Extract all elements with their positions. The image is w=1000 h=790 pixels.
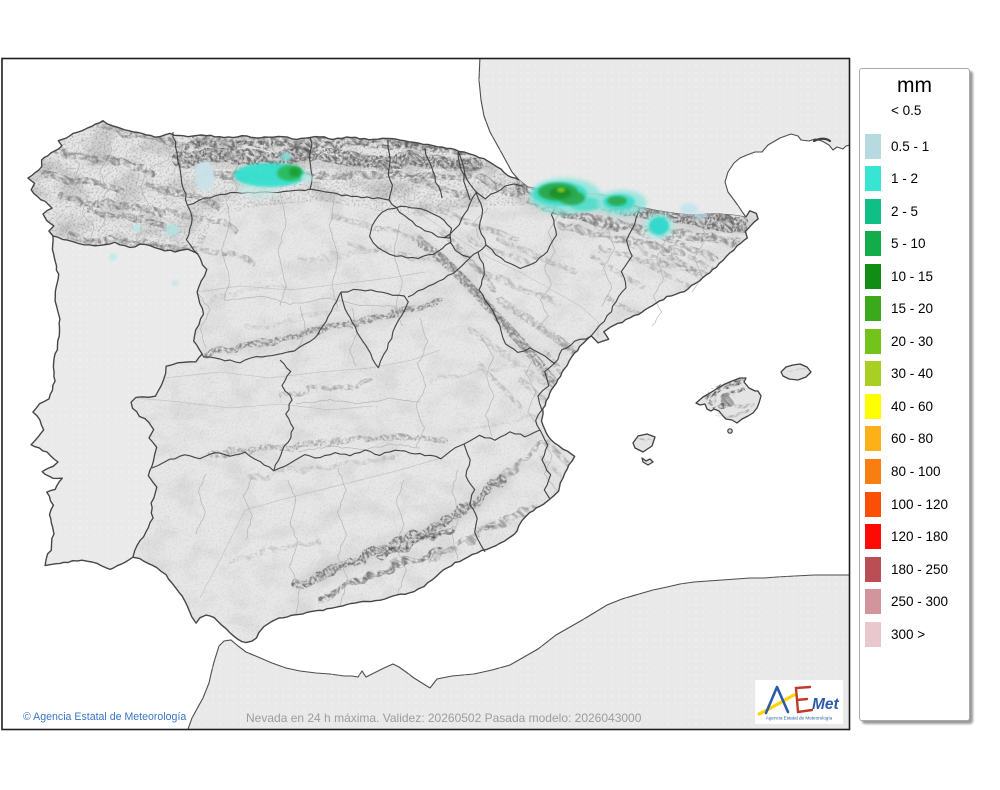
svg-text:Met: Met [812,696,840,713]
svg-text:Agencia Estatal de Meteorologí: Agencia Estatal de Meteorología [766,716,833,721]
